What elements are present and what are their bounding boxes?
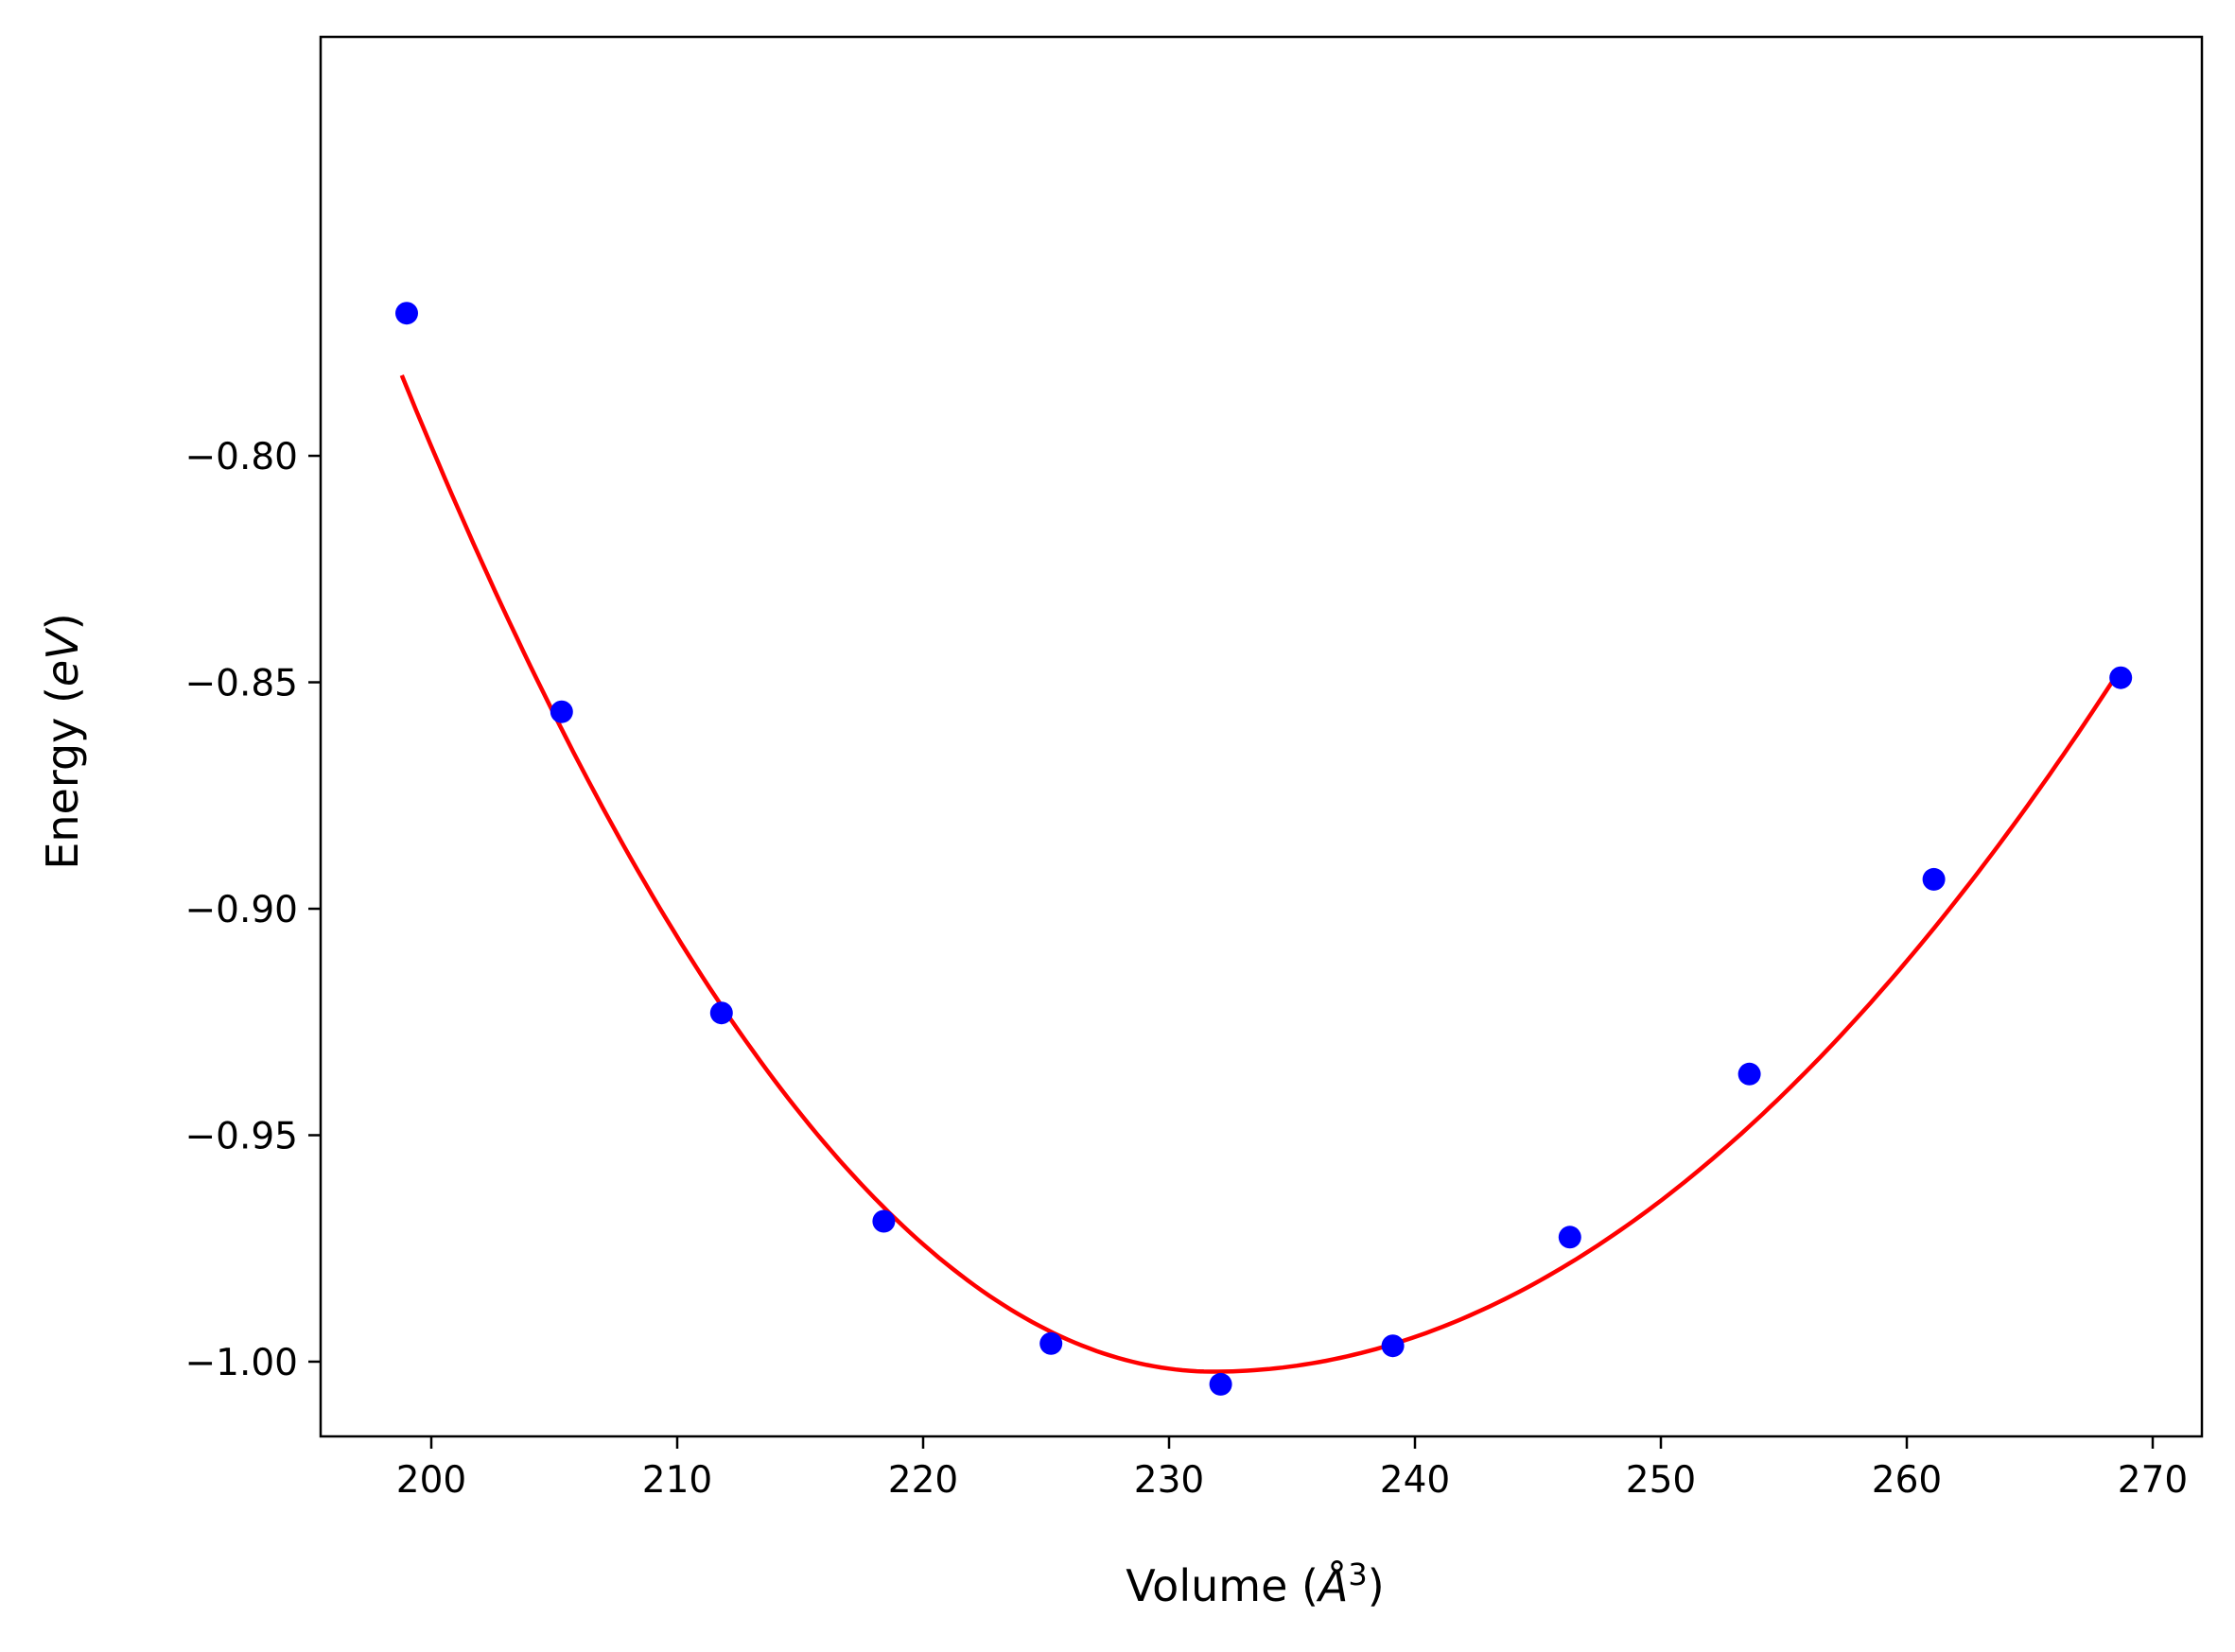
y-tick-label: −0.80 (184, 436, 298, 478)
data-point (2109, 666, 2133, 689)
x-tick-label: 260 (1872, 1459, 1942, 1502)
data-point (1209, 1372, 1232, 1396)
y-axis-label: Energy (eV) (37, 613, 88, 869)
x-axis-label: Volume (Å3) (1126, 1556, 1384, 1611)
x-axis-ticks: 200 210 220 230 240 250 260 270 (396, 1436, 2188, 1502)
y-tick-label: −1.00 (184, 1342, 298, 1384)
x-tick-label: 230 (1134, 1459, 1204, 1502)
data-point (709, 1001, 733, 1025)
data-point (1039, 1331, 1063, 1355)
data-point (872, 1209, 896, 1233)
y-tick-label: −0.95 (184, 1115, 298, 1157)
x-tick-label: 240 (1380, 1459, 1450, 1502)
data-point (1922, 867, 1946, 891)
x-tick-label: 270 (2118, 1459, 2188, 1502)
data-point (1381, 1334, 1405, 1358)
data-point (395, 302, 418, 325)
fit-curve (399, 374, 2123, 1374)
plot-area (319, 35, 2204, 1438)
data-point (1558, 1226, 1581, 1249)
y-tick-label: −0.90 (184, 889, 298, 931)
y-tick-label: −0.85 (184, 663, 298, 705)
axes-frame (319, 35, 2204, 1438)
x-tick-label: 220 (888, 1459, 958, 1502)
x-tick-label: 210 (642, 1459, 712, 1502)
x-tick-label: 250 (1626, 1459, 1696, 1502)
data-point (550, 700, 573, 723)
data-point (1737, 1062, 1761, 1086)
x-tick-label: 200 (396, 1459, 466, 1502)
y-axis-ticks: −0.80 −0.85 −0.90 −0.95 −1.00 (184, 436, 321, 1384)
